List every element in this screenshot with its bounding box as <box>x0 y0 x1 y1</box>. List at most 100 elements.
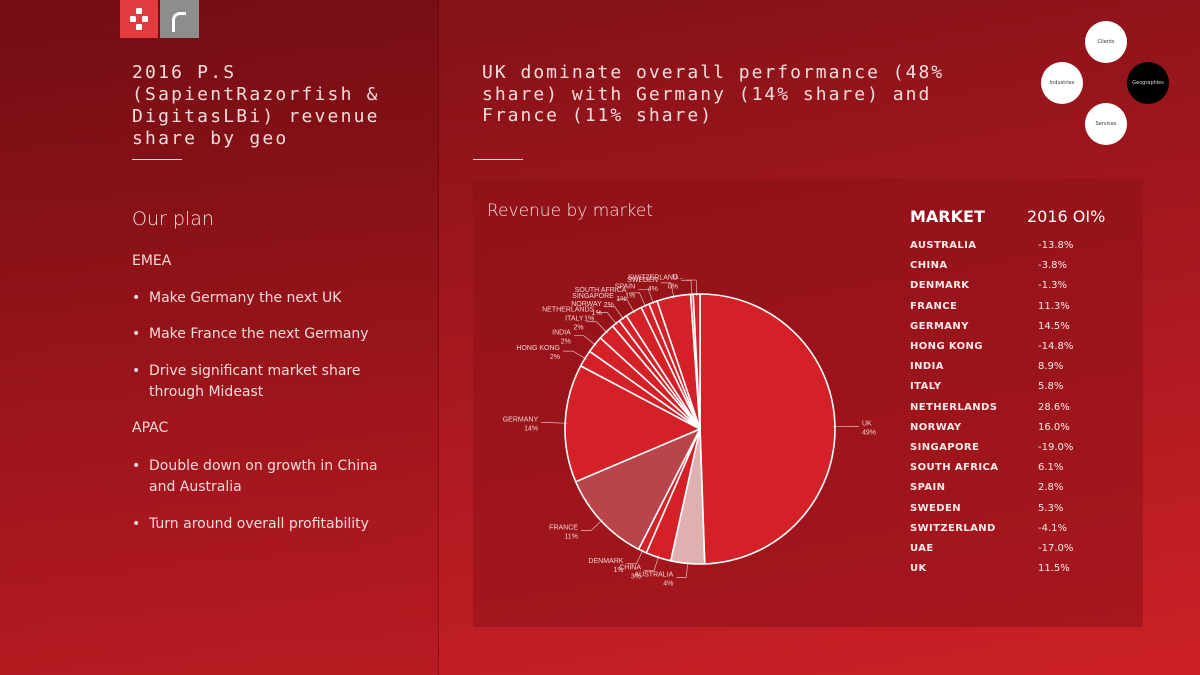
pie-chart: UK 49% AUSTRALIA 4%CHINA 3%DENMARK 1% FRANCE 11… <box>503 274 876 587</box>
slice-label: SPAIN 1% <box>615 283 636 299</box>
table-header-oi: 2016 OI% <box>1027 207 1106 226</box>
left-panel: 2016 P.S (SapientRazorfish & DigitasLBi)… <box>0 0 439 675</box>
leader-line <box>562 350 587 360</box>
market-name: SWEDEN <box>910 502 961 514</box>
market-name: SOUTH AFRICA <box>910 462 999 474</box>
oi-value: -14.8% <box>1038 341 1074 352</box>
table-row: SOUTH AFRICA 6.1% <box>910 462 1130 482</box>
region-apac: APAC <box>132 420 169 436</box>
oi-value: -1.3% <box>1038 280 1068 292</box>
leader-line <box>686 279 697 297</box>
nav-clients[interactable]: Clients <box>1085 21 1127 63</box>
table-row: INDIA 8.9% <box>910 361 1130 381</box>
oi-value: 11.3% <box>1038 300 1070 312</box>
oi-value: 11.5% <box>1038 563 1070 575</box>
slice-label: NETHERLANDS 1% <box>542 306 594 322</box>
oi-value: -4.1% <box>1038 522 1068 534</box>
slice-label: DENMARK 1% <box>588 558 623 574</box>
bullet-item: • Double down on growth in China and Aust… <box>132 458 378 495</box>
chart-title: Revenue by market <box>487 201 654 221</box>
oi-value: 6.1% <box>1038 462 1064 474</box>
table-row: UAE -17.0% <box>910 543 1130 563</box>
company-logo <box>120 0 199 38</box>
slice-label: AUSTRALIA 4% <box>634 571 673 587</box>
oi-value: 5.8% <box>1038 381 1064 393</box>
slice-label: FRANCE 11% <box>549 525 578 541</box>
slice-label: GERMANY 14% <box>503 417 539 433</box>
pie-slice-uk <box>699 293 836 565</box>
market-name: INDIA <box>910 361 944 373</box>
market-name: FRANCE <box>910 300 958 312</box>
slice-label: SOUTH AFRICA 1% <box>575 287 627 303</box>
leader-line <box>580 519 603 531</box>
market-name: DENMARK <box>910 280 970 292</box>
nav-geographies[interactable]: Geographies <box>1127 62 1169 104</box>
leader-line <box>604 306 625 321</box>
table-row: NORWAY 16.0% <box>910 422 1130 442</box>
nav-services[interactable]: Services <box>1085 103 1127 145</box>
leader-line <box>676 561 689 578</box>
oi-value: -13.8% <box>1038 240 1074 251</box>
market-name: HONG KONG <box>910 341 983 352</box>
table-header-market: MARKET <box>910 207 985 226</box>
market-name: NETHERLANDS <box>910 401 998 413</box>
table-row: SINGAPORE -19.0% <box>910 442 1130 462</box>
slice-label: UK 49% <box>862 420 876 436</box>
bullet-item: • Turn around overall profitability <box>132 516 369 532</box>
slide-title: 2016 P.S (SapientRazorfish & DigitasLBi)… <box>132 62 380 149</box>
leader-line <box>638 288 655 305</box>
leader-line <box>629 292 647 308</box>
market-name: UK <box>910 563 927 575</box>
market-name: ITALY <box>910 381 942 393</box>
bullet-item: • Make Germany the next UK <box>132 290 342 306</box>
oi-value: 5.3% <box>1038 502 1064 514</box>
slice-label: NORWAY 1% <box>571 301 602 317</box>
slice-label: U... <box>672 274 683 281</box>
market-name: SWITZERLAND <box>910 522 996 534</box>
market-name: GERMANY <box>910 320 969 332</box>
oi-value: 28.6% <box>1038 401 1070 413</box>
logo-mark-dots <box>120 0 158 38</box>
slice-label: INDIA 2% <box>552 330 571 346</box>
nav-industries[interactable]: Industries <box>1041 62 1083 104</box>
bullet-item: • Make France the next Germany <box>132 326 369 342</box>
leader-line <box>660 282 675 299</box>
headline-divider <box>473 159 523 160</box>
oi-value: 14.5% <box>1038 320 1070 332</box>
title-divider <box>132 159 182 160</box>
table-row: FRANCE 11.3% <box>910 301 1130 321</box>
region-emea: EMEA <box>132 253 172 269</box>
market-name: SPAIN <box>910 482 946 494</box>
chart-panel: Revenue by market UK 49% AUSTRALIA 4% CHINA 3… <box>473 179 1143 627</box>
slice-label: SWITZERLAND 0% <box>628 274 678 290</box>
headline: UK dominate overall performance (48% sha… <box>482 62 945 126</box>
market-name: UAE <box>910 543 934 554</box>
leader-line <box>541 422 568 424</box>
market-name: AUSTRALIA <box>910 240 977 251</box>
market-name: SINGAPORE <box>910 442 980 453</box>
oi-value: -19.0% <box>1038 442 1074 453</box>
market-name: NORWAY <box>910 421 962 433</box>
oi-value: -17.0% <box>1038 543 1074 554</box>
oi-value: 2.8% <box>1038 482 1064 494</box>
table-row: AUSTRALIA -13.8% <box>910 240 1130 260</box>
slice-label: CHINA 3% <box>619 565 641 581</box>
table-row: SPAIN 2.8% <box>910 482 1130 502</box>
leader-line <box>597 312 618 326</box>
logo-mark-r <box>160 0 199 38</box>
slice-label: SWEDEN 4% <box>627 277 658 293</box>
leader-line <box>586 321 608 334</box>
table-row: DENMARK -1.3% <box>910 280 1130 300</box>
slice-label: SINGAPORE 2% <box>572 293 614 309</box>
market-name: CHINA <box>910 260 948 272</box>
table-row: NETHERLANDS 28.6% <box>910 402 1130 422</box>
leader-line <box>573 335 597 346</box>
table-row: SWEDEN 5.3% <box>910 503 1130 523</box>
oi-value: 16.0% <box>1038 421 1070 433</box>
table-row: GERMANY 14.5% <box>910 321 1130 341</box>
leader-line <box>616 298 635 314</box>
oi-value: -3.8% <box>1038 260 1068 272</box>
leader-line <box>644 555 660 572</box>
table-row: CHINA -3.8% <box>910 260 1130 280</box>
table-row: UK 11.5% <box>910 563 1130 583</box>
